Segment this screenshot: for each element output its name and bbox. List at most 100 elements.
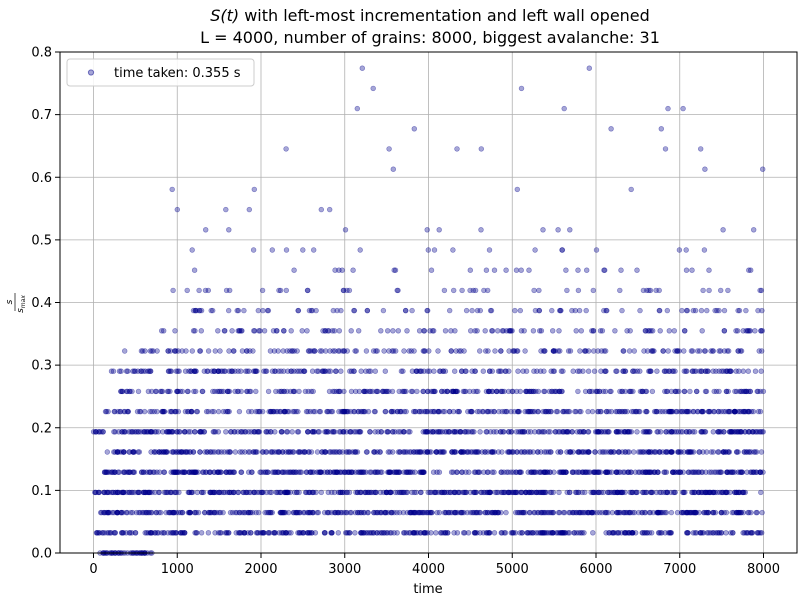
data-point <box>515 187 520 192</box>
data-point <box>330 409 335 414</box>
data-point <box>341 288 346 293</box>
data-point <box>237 510 242 515</box>
data-point <box>253 429 258 434</box>
y-axis-label-numerator: s <box>5 299 15 304</box>
data-point <box>383 389 388 394</box>
data-point <box>546 409 551 414</box>
data-point <box>377 530 382 535</box>
data-point <box>665 490 670 495</box>
data-point <box>295 349 300 354</box>
data-point <box>552 369 557 374</box>
data-point <box>657 308 662 313</box>
data-point <box>443 328 448 333</box>
data-point <box>711 429 716 434</box>
y-tick-label: 0.6 <box>31 171 52 186</box>
data-point <box>269 490 274 495</box>
data-point <box>215 470 220 475</box>
data-point <box>373 369 378 374</box>
data-point <box>326 510 331 515</box>
data-point <box>325 328 330 333</box>
data-point <box>290 429 295 434</box>
data-point <box>244 349 249 354</box>
data-point <box>326 369 331 374</box>
data-point <box>523 349 528 354</box>
data-point <box>630 530 635 535</box>
x-tick-label: 1000 <box>161 562 194 577</box>
data-point <box>592 450 597 455</box>
data-point <box>213 349 218 354</box>
data-point <box>620 490 625 495</box>
data-point <box>676 389 681 394</box>
data-point <box>577 510 582 515</box>
data-point <box>509 429 514 434</box>
data-point <box>704 470 709 475</box>
data-point <box>104 470 109 475</box>
data-point <box>192 268 197 273</box>
data-point <box>692 369 697 374</box>
data-point <box>227 349 232 354</box>
data-point <box>332 429 337 434</box>
data-point <box>685 510 690 515</box>
data-point <box>309 450 314 455</box>
data-point <box>759 328 764 333</box>
data-point <box>199 328 204 333</box>
data-point <box>673 349 678 354</box>
data-point <box>352 409 357 414</box>
data-point <box>119 369 124 374</box>
data-point <box>458 429 463 434</box>
data-point <box>726 409 731 414</box>
data-point <box>484 429 489 434</box>
data-point <box>238 450 243 455</box>
data-point <box>716 450 721 455</box>
data-point <box>396 450 401 455</box>
data-point <box>646 328 651 333</box>
legend-marker <box>88 70 93 75</box>
data-point <box>236 369 241 374</box>
y-tick-label: 0.7 <box>31 108 52 123</box>
data-point <box>478 510 483 515</box>
data-point <box>672 429 677 434</box>
data-point <box>542 510 547 515</box>
data-point <box>272 530 277 535</box>
data-point <box>289 328 294 333</box>
data-point <box>317 429 322 434</box>
data-point <box>709 349 714 354</box>
data-point <box>256 510 261 515</box>
data-point <box>615 409 620 414</box>
data-point <box>432 369 437 374</box>
data-point <box>648 470 653 475</box>
data-point <box>513 510 518 515</box>
data-point <box>737 308 742 313</box>
data-point <box>182 530 187 535</box>
data-point <box>499 470 504 475</box>
data-point <box>516 409 521 414</box>
data-point <box>741 369 746 374</box>
data-point <box>700 328 705 333</box>
data-point <box>336 530 341 535</box>
data-point <box>228 450 233 455</box>
data-point <box>132 369 137 374</box>
data-point <box>318 349 323 354</box>
data-point <box>547 389 552 394</box>
data-point <box>394 470 399 475</box>
data-point <box>391 328 396 333</box>
data-point <box>686 530 691 535</box>
data-point <box>754 510 759 515</box>
data-point <box>102 490 107 495</box>
data-point <box>165 389 170 394</box>
data-point <box>454 470 459 475</box>
data-point <box>263 470 268 475</box>
data-point <box>665 308 670 313</box>
data-point <box>429 268 434 273</box>
data-point <box>458 450 463 455</box>
data-point <box>227 288 232 293</box>
data-point <box>756 530 761 535</box>
data-point <box>681 106 686 111</box>
data-point <box>659 490 664 495</box>
data-point <box>107 490 112 495</box>
legend-label: time taken: 0.355 s <box>114 66 241 81</box>
data-point <box>247 450 252 455</box>
data-point <box>464 429 469 434</box>
data-point <box>217 389 222 394</box>
data-point <box>216 429 221 434</box>
